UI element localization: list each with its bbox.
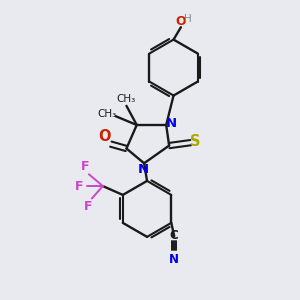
Text: CH₃: CH₃ — [116, 94, 136, 104]
Text: CH₃: CH₃ — [98, 109, 117, 119]
Text: N: N — [138, 163, 149, 176]
Text: H: H — [184, 14, 192, 24]
Text: N: N — [169, 253, 179, 266]
Text: F: F — [74, 180, 83, 193]
Text: O: O — [176, 15, 186, 28]
Text: F: F — [84, 200, 92, 213]
Text: C: C — [170, 229, 178, 242]
Text: O: O — [99, 129, 111, 144]
Text: S: S — [190, 134, 200, 149]
Text: F: F — [81, 160, 89, 173]
Text: N: N — [166, 117, 177, 130]
